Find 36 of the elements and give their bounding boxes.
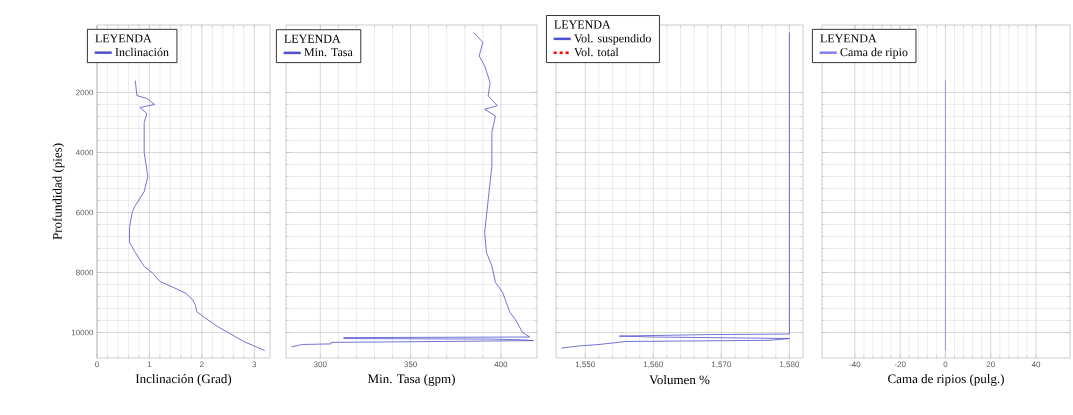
legend-title: LEYENDA [820, 34, 877, 43]
x-axis-title: Cama de ripios (pulg.) [888, 374, 1004, 386]
legend-label: Cama de ripio [840, 47, 908, 59]
x-tick-label: 1,580 [780, 361, 800, 369]
x-axis-title: Min. Tasa (gpm) [367, 374, 455, 386]
y-tick-label: 10000 [71, 329, 94, 336]
legend-label: Vol. suspendido [574, 33, 651, 45]
y-tick-label: 4000 [75, 149, 94, 156]
legend-label: Vol. total [574, 47, 619, 57]
x-tick-label: -40 [849, 361, 861, 368]
x-tick-label: 300 [313, 361, 327, 368]
x-tick-label: 350 [404, 361, 417, 368]
x-tick-label: 3 [252, 361, 257, 368]
legend-label: Inclinación [115, 47, 169, 57]
x-tick-label: 1,560 [643, 361, 664, 369]
y-tick-label: 8000 [76, 269, 94, 276]
x-tick-label: 0 [95, 361, 99, 368]
x-tick-label: 40 [1031, 361, 1041, 368]
legend-title: LEYENDA [284, 34, 341, 43]
y-axis-title: Profundidad (pies) [52, 143, 65, 240]
x-axis-title: Inclinación (Grad) [135, 374, 232, 386]
line-series [129, 80, 266, 351]
x-tick-label: 2 [200, 361, 204, 368]
y-tick-label: 6000 [76, 209, 94, 216]
x-tick-label: 0 [943, 361, 948, 368]
x-tick-label: 400 [494, 361, 508, 368]
y-tick-label: 2000 [76, 89, 94, 96]
x-tick-label: 1,550 [575, 361, 595, 369]
x-tick-label: 1,570 [711, 361, 732, 369]
x-tick-label: 1 [147, 361, 152, 368]
x-axis-title: Volumen % [649, 375, 710, 385]
legend-title: LEYENDA [95, 34, 152, 43]
x-tick-label: 20 [986, 361, 995, 368]
x-tick-label: -20 [894, 361, 906, 368]
legend-title: LEYENDA [554, 20, 611, 29]
legend-label: Min. Tasa [304, 48, 353, 57]
